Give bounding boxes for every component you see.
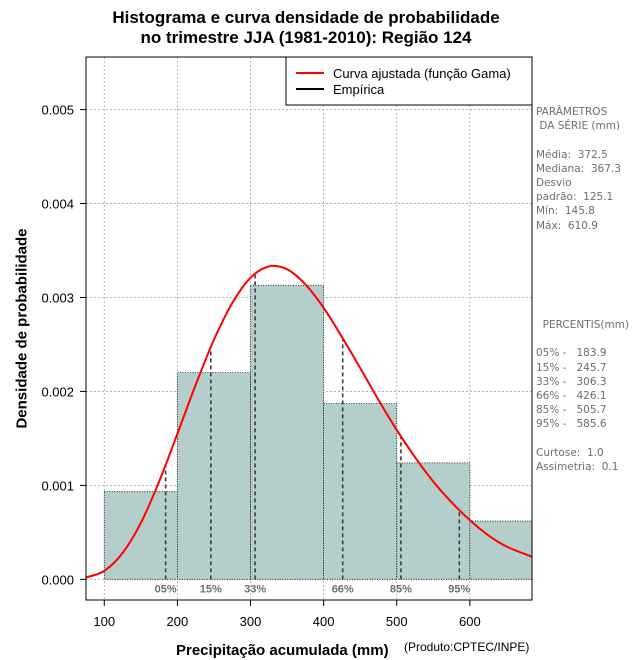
chart-title-line-2: no trimestre JJA (1981-2010): Região 124	[140, 28, 472, 47]
legend: Curva ajustada (função Gama)Empírica	[285, 56, 533, 106]
x-tick-label: 100	[93, 614, 115, 629]
x-tick-label: 500	[386, 614, 408, 629]
percentile-marker-label: 66%	[332, 583, 354, 595]
y-axis-label: Densidade de probabilidade	[13, 228, 31, 429]
percentil-95: 95% - 585.6	[536, 418, 607, 431]
percentile-marker-label: 85%	[390, 583, 412, 595]
y-tick-label: 0.004	[41, 197, 74, 212]
histogram-bar	[469, 520, 532, 580]
stat-desvio: Desvio	[536, 177, 572, 189]
x-tick-label: 600	[459, 614, 481, 629]
percentil-66: 66% - 426.1	[536, 389, 607, 402]
stat-mediana: Mediana: 367.3	[536, 162, 621, 175]
x-tick-label: 400	[313, 614, 335, 629]
chart-title-line-1: Histograma e curva densidade de probabil…	[112, 8, 500, 27]
stat-media: Média: 372.5	[536, 148, 608, 161]
legend-box	[285, 56, 533, 106]
credit-note: (Produto:CPTEC/INPE)	[404, 640, 530, 654]
x-axis-label: Precipitação acumulada (mm)	[176, 642, 389, 659]
params-title-2: DA SÉRIE (mm)	[536, 120, 621, 133]
stats-panel: PARÂMETROS DA SÉRIE (mm) Média: 372.5 Me…	[536, 105, 640, 474]
histogram-bar	[250, 284, 325, 580]
percentis-title: PERCENTIS(mm)	[536, 318, 630, 331]
fitted-curve	[86, 264, 532, 579]
histogram-bar	[176, 372, 251, 580]
percentil-33: 33% - 306.3	[536, 375, 607, 388]
percentile-markers: 05% 15% 33% 66% 85% 95%	[155, 274, 471, 595]
params-title-1: PARÂMETROS	[536, 106, 608, 118]
stat-curtose: Curtose: 1.0	[536, 446, 604, 459]
legend-label: Curva ajustada (função Gama)	[333, 66, 511, 81]
percentile-marker-label: 15%	[200, 583, 222, 595]
histogram-bar	[323, 403, 398, 580]
percentil-85: 85% - 505.7	[536, 404, 607, 417]
stat-assimetria: Assimetria: 0.1	[536, 460, 619, 473]
x-tick-label: 200	[167, 614, 189, 629]
stat-min: Mín: 145.8	[536, 205, 595, 218]
percentile-marker-label: 95%	[448, 583, 470, 595]
percentil-05: 05% - 183.9	[536, 347, 607, 360]
histogram-bar	[103, 491, 178, 580]
percentil-15: 15% - 245.7	[536, 361, 607, 374]
chart-title: Histograma e curva densidade de probabil…	[0, 8, 612, 48]
y-tick-label: 0.000	[41, 572, 74, 587]
y-tick-label: 0.001	[41, 478, 74, 493]
stat-max: Máx: 610.9	[536, 219, 598, 232]
fitted-curve-layer	[86, 264, 532, 579]
stat-desvio-padrao: padrão: 125.1	[536, 191, 614, 204]
x-tick-label: 300	[240, 614, 262, 629]
y-tick-label: 0.003	[41, 290, 74, 305]
y-tick-label: 0.002	[41, 384, 74, 399]
legend-label: Empírica	[333, 82, 385, 97]
percentile-marker-label: 05%	[155, 583, 177, 595]
histogram-bars	[103, 284, 532, 580]
axes: 100 200 300 400 500 600 0.000 0.001 0.002 0.003 0.…	[41, 56, 533, 629]
percentile-marker-label: 33%	[244, 583, 266, 595]
y-tick-label: 0.005	[41, 103, 74, 118]
